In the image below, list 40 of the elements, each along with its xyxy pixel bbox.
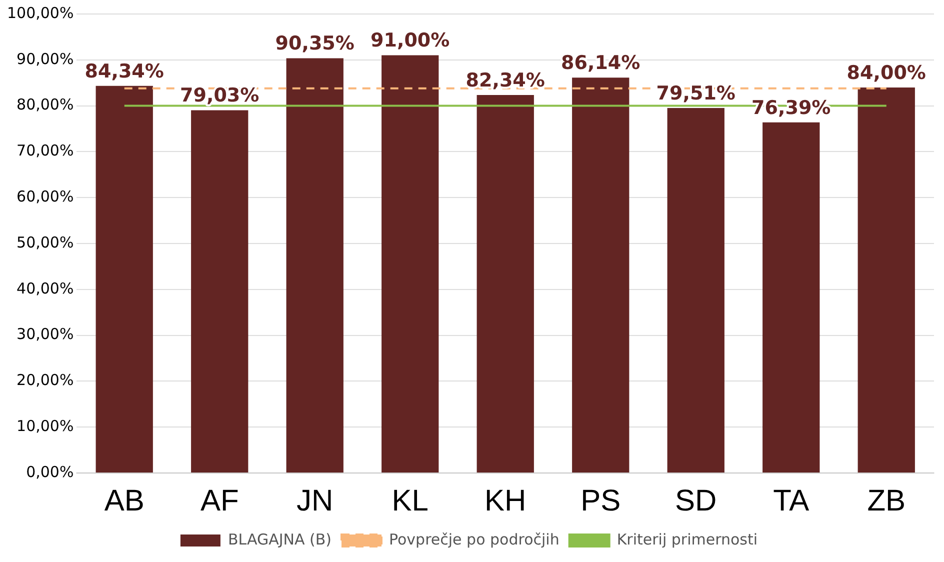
x-tick-label: PS bbox=[580, 484, 621, 518]
data-label: 82,34% bbox=[466, 69, 545, 92]
data-label: 84,00% bbox=[846, 62, 926, 84]
legend-label: Kriterij primernosti bbox=[616, 530, 758, 548]
x-tick-label: JN bbox=[296, 484, 334, 518]
x-tick-label: TA bbox=[773, 484, 810, 518]
y-tick-label: 40,00% bbox=[16, 279, 74, 298]
x-tick-label: SD bbox=[675, 484, 717, 518]
legend-label: BLAGAJNA (B) bbox=[228, 530, 332, 548]
data-label: 91,00% bbox=[370, 30, 450, 52]
legend-label: Povprečje po področjih bbox=[388, 530, 560, 548]
data-label: 86,14% bbox=[561, 52, 640, 74]
y-tick-label: 70,00% bbox=[16, 142, 74, 160]
bar bbox=[858, 87, 915, 472]
x-tick-label: KH bbox=[484, 484, 526, 518]
bar bbox=[762, 122, 820, 472]
y-tick-label: 20,00% bbox=[16, 371, 74, 390]
y-tick-label: 90,00% bbox=[16, 50, 74, 68]
data-label: 79,51% bbox=[656, 82, 736, 104]
y-tick-label: 10,00% bbox=[16, 416, 74, 435]
bar bbox=[382, 55, 439, 472]
bar bbox=[191, 110, 248, 472]
bar bbox=[667, 108, 724, 472]
bar bbox=[96, 86, 153, 472]
x-tick-label: AF bbox=[200, 484, 239, 518]
y-tick-label: 80,00% bbox=[16, 96, 74, 114]
y-tick-label: 0,00% bbox=[26, 462, 74, 481]
bar bbox=[572, 78, 630, 472]
bar bbox=[476, 95, 534, 472]
x-tick-label: KL bbox=[392, 484, 428, 518]
x-tick-label: AB bbox=[104, 484, 144, 518]
y-tick-label: 50,00% bbox=[16, 233, 74, 252]
y-tick-label: 30,00% bbox=[16, 325, 74, 344]
y-tick-label: 100,00% bbox=[6, 4, 74, 22]
data-label: 79,03% bbox=[180, 84, 260, 107]
x-tick-label: ZB bbox=[867, 484, 906, 518]
data-label: 84,34% bbox=[84, 60, 164, 82]
data-label: 90,35% bbox=[275, 32, 354, 55]
y-tick-label: 60,00% bbox=[16, 187, 74, 206]
bar bbox=[286, 58, 344, 472]
